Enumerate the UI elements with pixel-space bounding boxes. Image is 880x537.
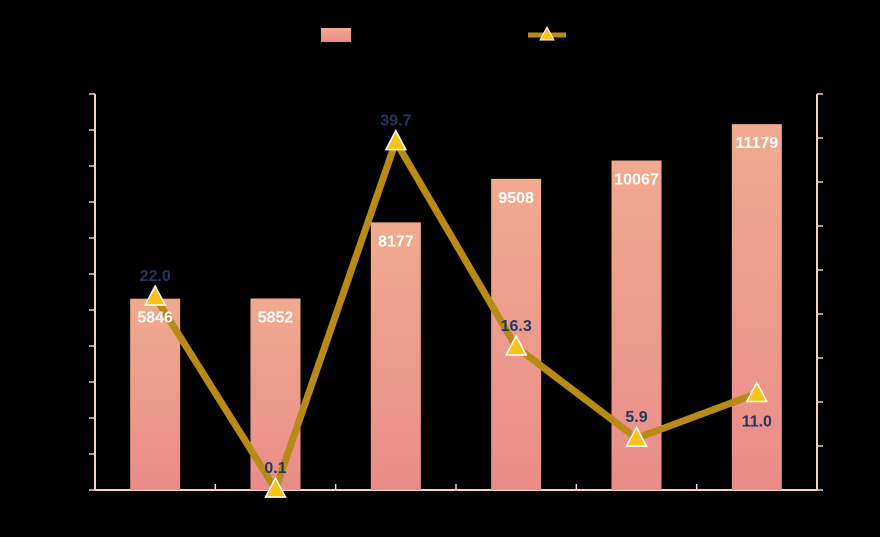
line-value-label: 11.0	[742, 413, 772, 430]
bar	[370, 222, 421, 490]
line-marker	[504, 334, 528, 356]
line-value-label: 5.9	[625, 409, 647, 426]
line-value-label: 0.1	[264, 460, 286, 477]
bar-value-label: 11179	[735, 135, 778, 152]
line-value-label: 39.7	[380, 113, 411, 130]
line-marker	[384, 129, 408, 151]
line-path	[152, 138, 759, 493]
bar-value-label: 8177	[378, 233, 414, 250]
bar-value-label: 5846	[137, 310, 173, 327]
legend-swatch-bar	[321, 28, 351, 42]
line-value-label: 22.0	[140, 268, 171, 285]
bar-series	[130, 124, 782, 490]
bar-value-label: 10067	[614, 172, 659, 189]
bar-value-label: 5852	[258, 309, 294, 326]
line-marker	[745, 380, 769, 403]
line-marker	[264, 476, 287, 498]
bar-value-label: 9508	[498, 190, 534, 207]
line-marker	[625, 425, 648, 447]
data-labels: 5846 5852 8177 9508 10067 11179 22.0 0.1 39.7 16.…	[137, 113, 778, 477]
legend-triangle-icon	[539, 25, 555, 41]
axes	[89, 93, 823, 491]
bar	[731, 124, 782, 490]
bar	[130, 298, 181, 490]
legend	[321, 25, 566, 42]
line-marker	[143, 284, 167, 306]
line-series	[143, 129, 769, 498]
line-value-label: 16.3	[501, 318, 532, 335]
